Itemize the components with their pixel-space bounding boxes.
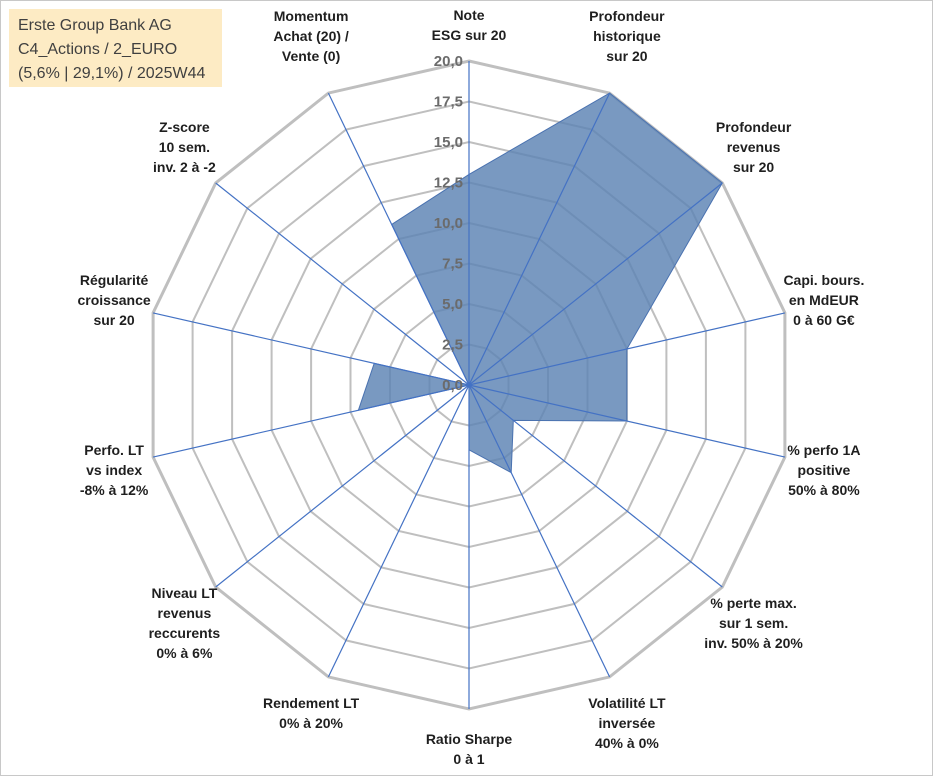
axis-label-4: % perfo 1A positive 50% à 80%: [787, 442, 860, 498]
title-line-stats: (5,6% | 29,1%) / 2025W44: [18, 65, 206, 82]
spoke-3: [468, 312, 786, 386]
axis-label-1: Profondeur historique sur 20: [589, 8, 665, 64]
title-line-company: Erste Group Bank AG: [18, 17, 172, 34]
axis-label-10: Perfo. LT vs index -8% à 12%: [80, 442, 149, 498]
tick-label-4: 10,0: [434, 215, 463, 232]
spoke-1: [468, 92, 611, 386]
spoke-10: [152, 384, 470, 458]
tick-label-8: 20,0: [434, 53, 463, 70]
axis-label-2: Profondeur revenus sur 20: [716, 119, 792, 175]
tick-label-2: 5,0: [442, 296, 463, 313]
spoke-6: [468, 384, 611, 678]
axis-label-12: Z-score 10 sem. inv. 2 à -2: [153, 119, 216, 175]
tick-label-0: 0,0: [442, 377, 463, 394]
axis-label-3: Capi. bours. en MdEUR 0 à 60 G€: [783, 272, 864, 328]
axis-label-9: Niveau LT revenus reccurents 0% à 6%: [149, 585, 221, 661]
tick-label-5: 12,5: [434, 175, 463, 192]
title-line-category: C4_Actions / 2_EURO: [18, 41, 178, 58]
spoke-13: [327, 92, 470, 386]
title-box: Erste Group Bank AG C4_Actions / 2_EURO …: [9, 9, 222, 87]
axis-label-13: Momentum Achat (20) / Vente (0): [273, 8, 349, 64]
spoke-11: [152, 312, 470, 386]
tick-label-6: 15,0: [434, 134, 463, 151]
tick-label-1: 2,5: [442, 337, 463, 354]
series-area-0: [357, 92, 723, 474]
axis-label-5: % perte max. sur 1 sem. inv. 50% à 20%: [704, 595, 803, 651]
axis-label-6: Volatilité LT inversée 40% à 0%: [588, 695, 666, 751]
axis-label-0: Note ESG sur 20: [432, 7, 507, 43]
spoke-8: [327, 384, 470, 678]
axis-label-11: Régularité croissance sur 20: [78, 272, 151, 328]
tick-label-7: 17,5: [434, 94, 463, 111]
spoke-5: [468, 384, 723, 588]
spoke-9: [215, 384, 470, 588]
tick-label-3: 7,5: [442, 256, 463, 273]
spoke-2: [468, 182, 723, 386]
spoke-4: [468, 384, 786, 458]
spoke-12: [215, 182, 470, 386]
axis-label-8: Rendement LT 0% à 20%: [263, 695, 360, 731]
axis-label-7: Ratio Sharpe 0 à 1: [426, 731, 513, 767]
